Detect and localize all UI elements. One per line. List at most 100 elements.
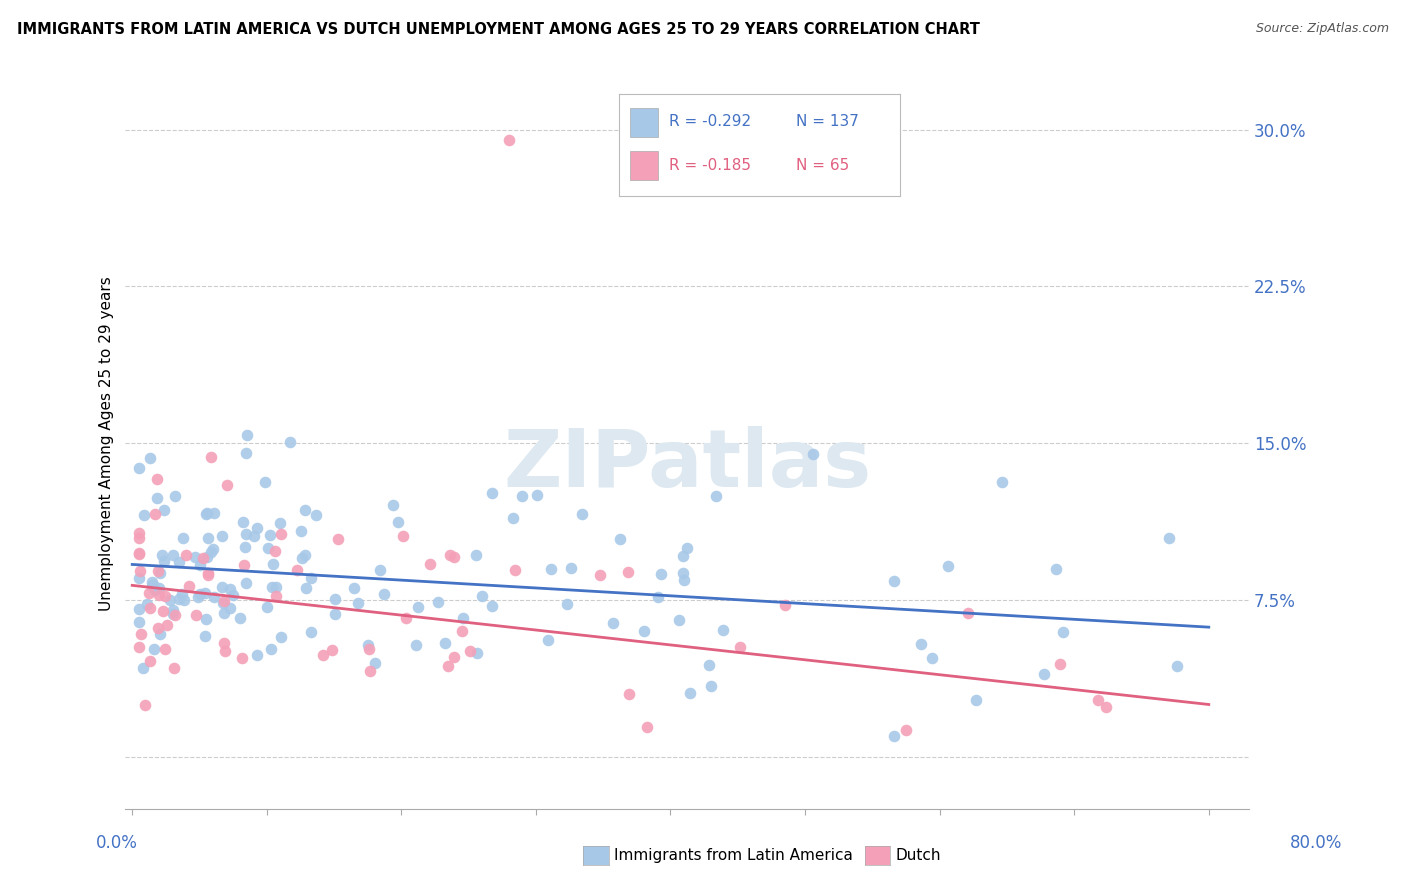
Point — [214, 594, 236, 608]
Point — [128, 640, 150, 655]
Point — [194, 612, 217, 626]
Point — [218, 582, 240, 596]
Point — [883, 574, 905, 589]
Point — [141, 575, 163, 590]
Point — [257, 541, 280, 555]
Point — [184, 608, 207, 623]
Point — [294, 502, 316, 516]
Point — [187, 591, 209, 605]
Point — [246, 521, 269, 535]
Point — [146, 491, 169, 505]
Point — [153, 642, 176, 657]
Point — [152, 554, 174, 568]
Text: R = -0.292: R = -0.292 — [669, 114, 751, 128]
Point — [195, 549, 218, 564]
Point — [200, 450, 222, 465]
Point — [188, 587, 211, 601]
Point — [278, 434, 301, 449]
Point — [143, 507, 166, 521]
Point — [162, 548, 184, 562]
Point — [465, 647, 488, 661]
Point — [214, 636, 236, 650]
Point — [1045, 562, 1067, 576]
Point — [217, 477, 239, 491]
Point — [883, 729, 905, 743]
Point — [200, 545, 222, 559]
Point — [464, 548, 486, 562]
Point — [290, 524, 312, 538]
Point — [1166, 658, 1188, 673]
Point — [270, 526, 292, 541]
Point — [540, 561, 562, 575]
Point — [145, 472, 167, 486]
Point — [636, 720, 658, 734]
Point — [212, 606, 235, 620]
Point — [128, 531, 150, 545]
Point — [370, 563, 392, 577]
Point — [194, 629, 217, 643]
Point — [235, 527, 257, 541]
Point — [381, 498, 404, 512]
Point — [149, 627, 172, 641]
Point — [711, 623, 734, 637]
Point — [163, 661, 186, 675]
Point — [214, 644, 236, 658]
Point — [159, 593, 181, 607]
Point — [266, 580, 288, 594]
Point — [197, 531, 219, 545]
Point — [162, 603, 184, 617]
Text: Source: ZipAtlas.com: Source: ZipAtlas.com — [1256, 22, 1389, 36]
Text: R = -0.185: R = -0.185 — [669, 158, 751, 173]
Point — [555, 597, 578, 611]
Point — [256, 599, 278, 614]
Point — [294, 582, 316, 596]
Text: ZIPatlas: ZIPatlas — [503, 426, 872, 504]
Point — [149, 566, 172, 580]
Text: N = 137: N = 137 — [796, 114, 859, 128]
Point — [451, 611, 474, 625]
Point — [481, 599, 503, 614]
Point — [679, 686, 702, 700]
Point — [128, 615, 150, 630]
Point — [260, 641, 283, 656]
Text: Immigrants from Latin America: Immigrants from Latin America — [614, 848, 853, 863]
Point — [191, 551, 214, 566]
Point — [1033, 666, 1056, 681]
Point — [426, 595, 449, 609]
Point — [956, 606, 979, 620]
Point — [619, 687, 641, 701]
Point — [325, 592, 347, 607]
Point — [259, 528, 281, 542]
Point — [1049, 657, 1071, 671]
Point — [269, 516, 291, 530]
Point — [262, 558, 284, 572]
Point — [434, 636, 457, 650]
Point — [129, 627, 152, 641]
Point — [235, 446, 257, 460]
Point — [167, 555, 190, 569]
Point — [232, 558, 254, 572]
Point — [232, 515, 254, 529]
Point — [1094, 699, 1116, 714]
Point — [128, 546, 150, 560]
Bar — [630, 151, 658, 180]
Point — [172, 531, 194, 545]
Point — [202, 506, 225, 520]
Point — [700, 680, 723, 694]
Point — [439, 548, 461, 562]
Point — [347, 597, 370, 611]
Point — [673, 574, 696, 588]
Point — [254, 475, 277, 490]
Point — [773, 598, 796, 612]
Point — [481, 486, 503, 500]
Point — [143, 641, 166, 656]
Point — [222, 588, 245, 602]
Point — [617, 565, 640, 579]
Point — [392, 529, 415, 543]
Point — [406, 600, 429, 615]
Point — [287, 563, 309, 577]
Point — [194, 507, 217, 521]
Point — [195, 506, 218, 520]
Point — [138, 586, 160, 600]
Point — [211, 596, 233, 610]
